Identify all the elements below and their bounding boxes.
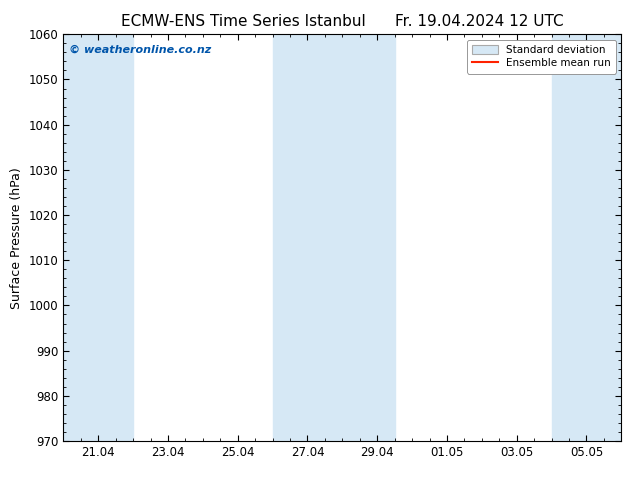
Y-axis label: Surface Pressure (hPa): Surface Pressure (hPa) [10, 167, 23, 309]
Title: ECMW-ENS Time Series Istanbul      Fr. 19.04.2024 12 UTC: ECMW-ENS Time Series Istanbul Fr. 19.04.… [121, 14, 564, 29]
Bar [273, 34, 342, 441]
Text: © weatheronline.co.nz: © weatheronline.co.nz [69, 45, 211, 54]
Legend: Standard deviation, Ensemble mean run: Standard deviation, Ensemble mean run [467, 40, 616, 74]
Bar [63, 34, 133, 441]
Bar [552, 34, 621, 441]
Bar [342, 34, 394, 441]
